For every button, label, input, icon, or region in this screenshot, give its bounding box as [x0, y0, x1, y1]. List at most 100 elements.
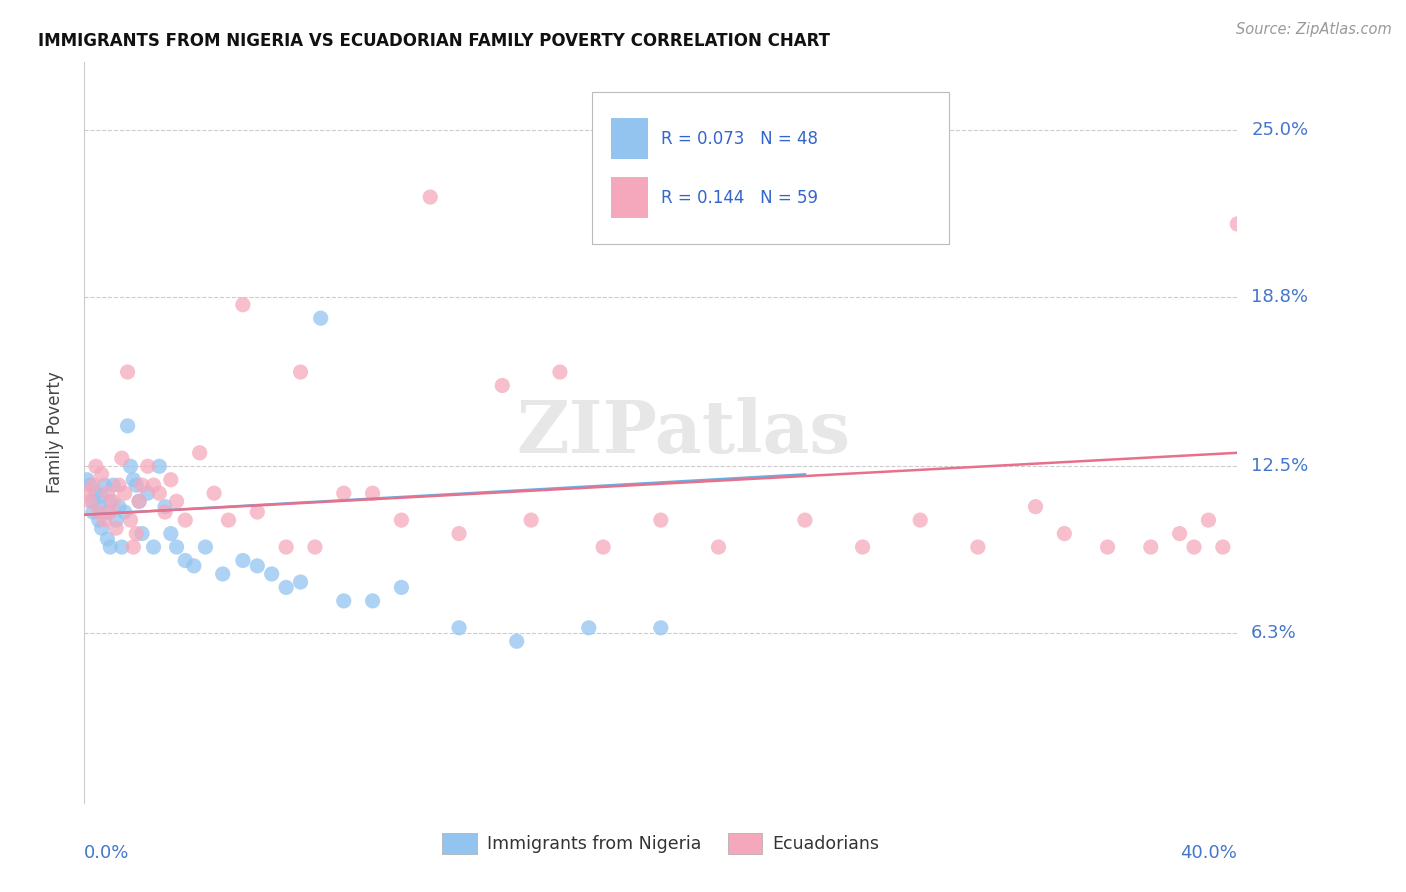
Point — [1198, 513, 1220, 527]
Text: R = 0.144   N = 59: R = 0.144 N = 59 — [661, 189, 818, 207]
Point — [246, 505, 269, 519]
Point — [1097, 540, 1119, 554]
Point — [449, 526, 471, 541]
Point — [1053, 526, 1076, 541]
Point — [98, 505, 121, 519]
Point — [910, 513, 932, 527]
Point — [128, 494, 150, 508]
Text: ZIPatlas: ZIPatlas — [517, 397, 851, 468]
Point — [103, 478, 124, 492]
Point — [491, 378, 513, 392]
Point — [276, 540, 298, 554]
Point — [166, 540, 188, 554]
Text: 0.0%: 0.0% — [84, 845, 129, 863]
Point — [96, 486, 118, 500]
Point — [98, 540, 121, 554]
Point — [90, 489, 112, 503]
Point — [84, 486, 107, 500]
Point — [114, 486, 136, 500]
Point — [1182, 540, 1205, 554]
Point — [449, 621, 471, 635]
Point — [166, 494, 188, 508]
Point — [276, 581, 298, 595]
Text: 12.5%: 12.5% — [1251, 458, 1309, 475]
Point — [142, 540, 165, 554]
Point — [290, 575, 312, 590]
Point — [117, 365, 139, 379]
FancyBboxPatch shape — [592, 92, 949, 244]
Point — [218, 513, 240, 527]
Point — [1226, 217, 1249, 231]
Point — [174, 553, 197, 567]
Bar — [612, 118, 648, 159]
Point — [578, 621, 600, 635]
Point — [93, 478, 115, 492]
Text: R = 0.073   N = 48: R = 0.073 N = 48 — [661, 129, 818, 148]
Point — [96, 532, 118, 546]
Point — [361, 594, 384, 608]
Point — [520, 513, 543, 527]
Point — [1025, 500, 1047, 514]
Point — [136, 486, 159, 500]
Point — [84, 459, 107, 474]
Point — [188, 446, 211, 460]
Point — [592, 540, 614, 554]
Point — [82, 478, 104, 492]
Point — [211, 566, 233, 581]
Point — [391, 513, 413, 527]
Point — [105, 521, 128, 535]
Point — [87, 500, 110, 514]
Text: 6.3%: 6.3% — [1251, 624, 1296, 642]
Point — [650, 621, 672, 635]
Text: 25.0%: 25.0% — [1251, 120, 1309, 139]
Bar — [612, 178, 648, 218]
Point — [117, 418, 139, 433]
Point — [108, 478, 131, 492]
Point — [707, 540, 730, 554]
Point — [967, 540, 990, 554]
Point — [794, 513, 817, 527]
Point — [136, 459, 159, 474]
Point — [76, 486, 98, 500]
Point — [90, 521, 112, 535]
Point — [122, 473, 145, 487]
Point — [103, 494, 124, 508]
Point — [174, 513, 197, 527]
Point — [290, 365, 312, 379]
Point — [148, 459, 170, 474]
Point — [128, 494, 150, 508]
Point — [79, 478, 101, 492]
Point — [361, 486, 384, 500]
Point — [160, 526, 183, 541]
Point — [304, 540, 326, 554]
Point — [108, 500, 131, 514]
Point — [90, 467, 112, 482]
Point — [82, 494, 104, 508]
Point — [114, 505, 136, 519]
Text: 18.8%: 18.8% — [1251, 287, 1308, 306]
Point — [183, 558, 205, 573]
Point — [125, 526, 148, 541]
Point — [148, 486, 170, 500]
Point — [131, 526, 153, 541]
Point — [125, 478, 148, 492]
Point — [105, 513, 128, 527]
Point — [309, 311, 332, 326]
Point — [1168, 526, 1191, 541]
Text: 40.0%: 40.0% — [1181, 845, 1237, 863]
Point — [93, 513, 115, 527]
Point — [82, 505, 104, 519]
Point — [232, 553, 254, 567]
Point — [122, 540, 145, 554]
Point — [131, 478, 153, 492]
Point — [260, 566, 283, 581]
Point — [391, 581, 413, 595]
Point — [87, 513, 110, 527]
Point — [232, 298, 254, 312]
Point — [650, 513, 672, 527]
Point — [153, 500, 176, 514]
Point — [194, 540, 217, 554]
Point — [1140, 540, 1163, 554]
Text: Source: ZipAtlas.com: Source: ZipAtlas.com — [1236, 22, 1392, 37]
Point — [548, 365, 571, 379]
